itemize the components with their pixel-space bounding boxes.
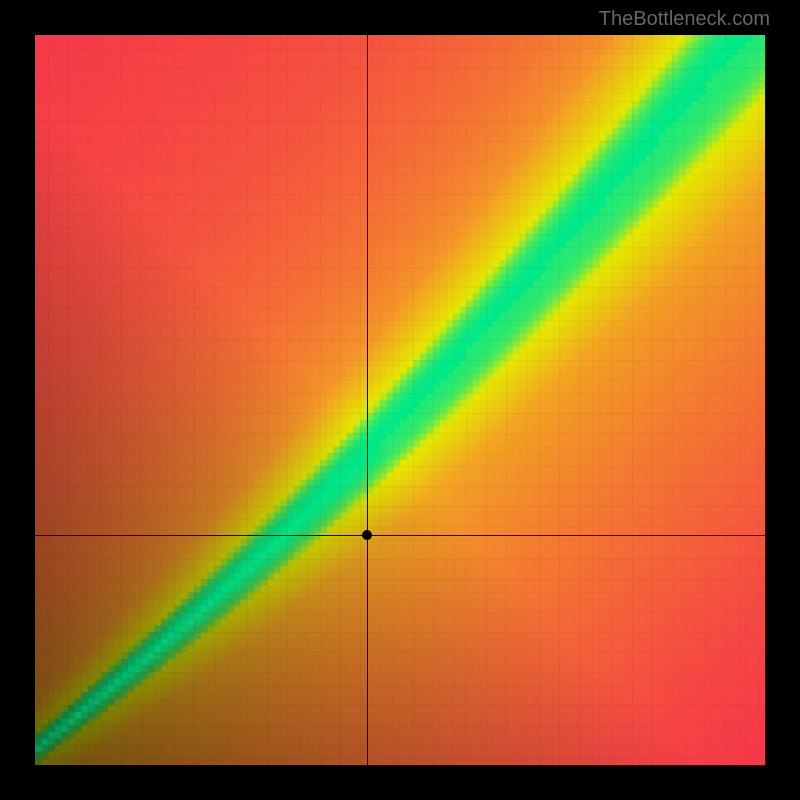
heatmap-canvas <box>35 35 765 765</box>
crosshair-horizontal <box>35 535 765 536</box>
crosshair-marker <box>362 530 372 540</box>
crosshair-vertical <box>367 35 368 765</box>
watermark-text: TheBottleneck.com <box>599 8 770 31</box>
plot-area <box>35 35 765 765</box>
